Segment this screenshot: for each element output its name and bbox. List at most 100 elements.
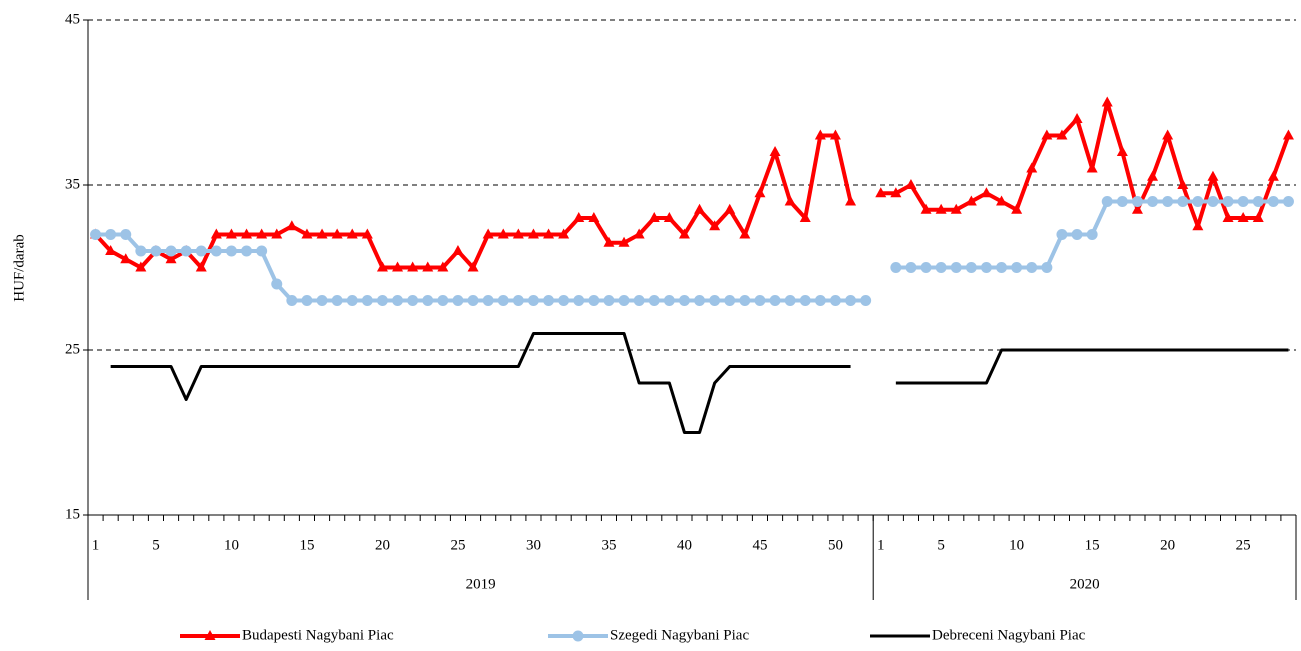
series-marker: [724, 203, 736, 214]
y-tick-label: 45: [65, 11, 80, 27]
series-marker: [135, 245, 147, 257]
series-marker: [1041, 262, 1053, 273]
series-marker: [1222, 212, 1234, 222]
series-marker: [286, 220, 298, 231]
legend-marker: [572, 630, 584, 642]
series-marker: [195, 245, 207, 257]
series-marker: [573, 295, 585, 306]
x-tick-label: 10: [224, 537, 239, 553]
series-marker: [407, 295, 419, 306]
series-marker: [135, 261, 147, 272]
series-marker: [543, 295, 555, 306]
series-marker: [739, 228, 751, 239]
series-marker: [920, 203, 932, 214]
series-marker: [860, 295, 872, 306]
series-marker: [694, 295, 706, 306]
series-marker: [1041, 129, 1053, 140]
series-marker: [120, 229, 132, 240]
series-marker: [1162, 129, 1174, 140]
series-marker: [497, 295, 509, 306]
series-marker: [1267, 196, 1279, 207]
series-marker: [799, 295, 811, 306]
series-marker: [678, 228, 690, 239]
group-label: 2020: [1070, 576, 1100, 592]
series-marker: [935, 262, 947, 273]
series-marker: [1026, 262, 1038, 273]
series-marker: [648, 212, 660, 222]
series-marker: [996, 262, 1008, 273]
series-marker: [225, 228, 237, 239]
series-marker: [467, 295, 479, 306]
series-marker: [784, 295, 796, 306]
series-marker: [497, 228, 509, 239]
x-tick-label: 15: [299, 537, 314, 553]
series-marker: [90, 229, 102, 240]
series-marker: [301, 228, 313, 239]
series-marker: [331, 295, 343, 306]
series-marker: [754, 187, 766, 198]
series-marker: [452, 245, 464, 255]
series-marker: [905, 262, 917, 273]
series-marker: [950, 262, 962, 273]
series-marker: [256, 228, 268, 239]
series-marker: [754, 295, 766, 306]
series-marker: [845, 295, 857, 306]
series-marker: [935, 203, 947, 214]
series-marker: [1282, 196, 1294, 207]
series-marker: [1011, 203, 1023, 214]
series-marker: [1101, 196, 1113, 207]
series-marker: [1116, 146, 1128, 156]
series-marker: [724, 295, 736, 306]
series-marker: [709, 295, 721, 306]
series-marker: [165, 245, 177, 257]
series-marker: [210, 228, 222, 239]
series-marker: [165, 253, 177, 264]
legend-label: Debreceni Nagybani Piac: [932, 627, 1086, 643]
series-marker: [980, 187, 992, 198]
series-marker: [618, 236, 630, 247]
series-marker: [271, 228, 283, 239]
series-marker: [1071, 229, 1083, 240]
legend-label: Budapesti Nagybani Piac: [242, 627, 394, 643]
series-marker: [573, 212, 585, 222]
series-marker: [422, 261, 434, 272]
series-marker: [1237, 212, 1249, 222]
x-tick-label: 10: [1009, 537, 1024, 553]
series-marker: [920, 262, 932, 273]
series-marker: [346, 228, 358, 239]
series-marker: [241, 228, 253, 239]
x-tick-label: 5: [937, 537, 945, 553]
series-marker: [301, 295, 313, 306]
series-marker: [1131, 196, 1143, 207]
series-marker: [1207, 170, 1219, 181]
series-marker: [905, 179, 917, 189]
series-marker: [1192, 220, 1204, 231]
series-marker: [331, 228, 343, 239]
series-marker: [618, 295, 630, 306]
series-marker: [845, 195, 857, 206]
x-tick-label: 1: [92, 537, 100, 553]
series-marker: [1252, 212, 1264, 222]
series-marker: [1207, 196, 1219, 207]
series-marker: [1222, 196, 1234, 207]
series-marker: [1237, 196, 1249, 207]
series-marker: [376, 261, 388, 272]
series-marker: [1056, 229, 1068, 240]
x-tick-label: 20: [375, 537, 390, 553]
series-marker: [150, 245, 162, 257]
x-tick-label: 25: [1236, 537, 1251, 553]
series-marker: [694, 203, 706, 214]
series-marker: [1086, 229, 1098, 240]
series-marker: [588, 295, 600, 306]
series-marker: [1147, 196, 1159, 207]
legend-marker: [204, 630, 216, 640]
series-line: [110, 332, 1289, 434]
group-label: 2019: [466, 576, 496, 592]
series-marker: [392, 295, 404, 306]
x-tick-label: 35: [601, 537, 616, 553]
series-marker: [1252, 196, 1264, 207]
series-marker: [241, 245, 253, 257]
series-marker: [1267, 170, 1279, 181]
series-marker: [1177, 179, 1189, 189]
series-marker: [588, 212, 600, 222]
